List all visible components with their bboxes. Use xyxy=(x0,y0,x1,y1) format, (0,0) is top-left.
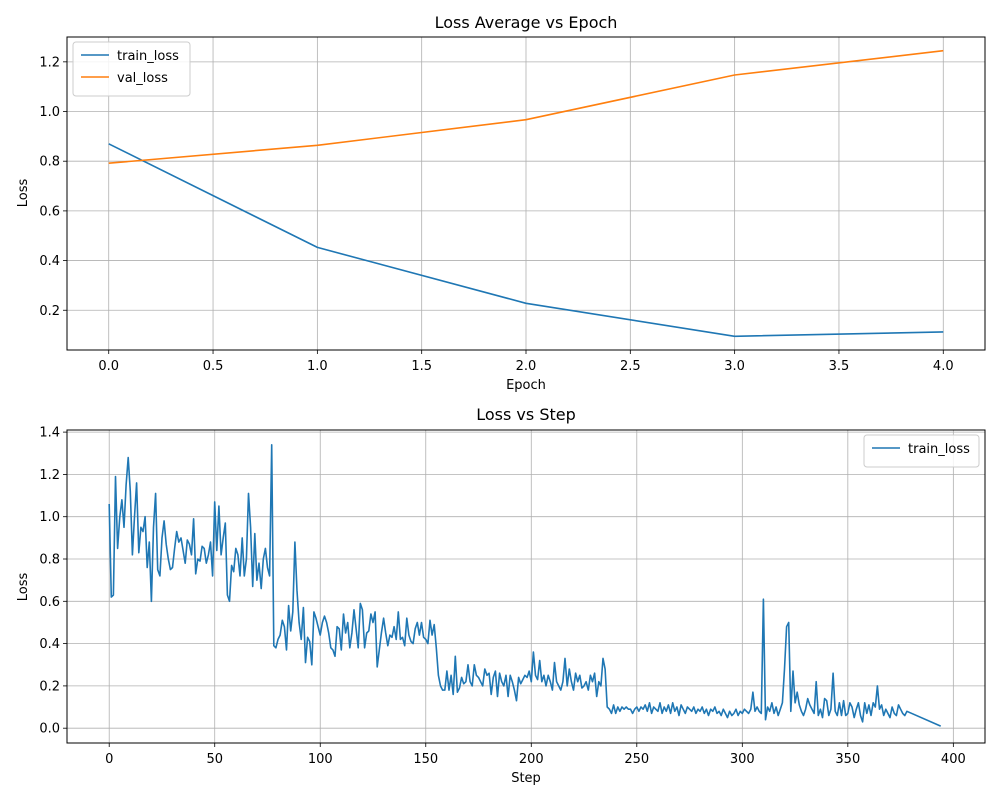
legend: train_loss xyxy=(863,434,980,468)
ticks: 0 50 100 150 200 250 300 350 400 0.0 0.2 0.4 0.6 0.8 1… xyxy=(39,426,965,767)
y-tick-label: 1.4 xyxy=(39,426,60,441)
series-line-val-loss xyxy=(108,49,944,164)
x-tick-label: 250 xyxy=(624,752,649,767)
legend: train_loss val_loss xyxy=(72,41,191,97)
x-tick-label: 100 xyxy=(308,752,333,767)
y-tick-label: 0.4 xyxy=(39,637,60,652)
legend-label: train_loss xyxy=(117,49,179,64)
legend-box xyxy=(863,434,980,468)
ticks: 0.0 0.5 1.0 1.5 2.0 2.5 3.0 3.5 4.0 0.2 0.4 0.6 0.8 1… xyxy=(39,55,953,374)
y-tick-label: 1.0 xyxy=(39,510,60,525)
x-tick-label: 1.0 xyxy=(307,359,328,374)
series-lines xyxy=(108,443,942,727)
y-tick-label: 1.2 xyxy=(39,468,60,483)
legend-label: train_loss xyxy=(908,442,970,457)
grid xyxy=(67,37,985,350)
y-tick-label: 0.0 xyxy=(39,722,60,737)
x-tick-label: 4.0 xyxy=(933,359,954,374)
x-tick-label: 0.5 xyxy=(203,359,224,374)
step-loss-chart: Loss vs Step 0 50 100 150 200 250 300 350 400 0.0… xyxy=(16,405,986,786)
chart-title: Loss Average vs Epoch xyxy=(435,13,618,32)
y-tick-label: 0.8 xyxy=(39,553,60,568)
y-tick-label: 0.2 xyxy=(39,679,60,694)
x-tick-label: 300 xyxy=(730,752,755,767)
x-axis-label: Epoch xyxy=(506,378,546,393)
x-tick-label: 50 xyxy=(206,752,223,767)
plot-frame xyxy=(66,429,986,744)
x-tick-label: 400 xyxy=(941,752,966,767)
x-tick-label: 3.0 xyxy=(724,359,745,374)
y-axis-label: Loss xyxy=(16,573,31,602)
y-tick-label: 0.2 xyxy=(39,304,60,319)
series-lines xyxy=(108,49,944,338)
y-tick-label: 1.0 xyxy=(39,105,60,120)
x-tick-label: 0 xyxy=(105,752,113,767)
y-tick-label: 0.8 xyxy=(39,155,60,170)
y-tick-label: 0.6 xyxy=(39,595,60,610)
x-tick-label: 1.5 xyxy=(411,359,432,374)
y-tick-label: 1.2 xyxy=(39,55,60,70)
x-tick-label: 2.0 xyxy=(516,359,537,374)
x-tick-label: 350 xyxy=(835,752,860,767)
y-axis-label: Loss xyxy=(16,179,31,208)
x-tick-label: 200 xyxy=(519,752,544,767)
x-axis-label: Step xyxy=(511,771,541,786)
series-line-train-loss xyxy=(108,143,944,338)
y-tick-label: 0.6 xyxy=(39,204,60,219)
x-tick-label: 150 xyxy=(413,752,438,767)
legend-label: val_loss xyxy=(117,71,168,86)
x-tick-label: 2.5 xyxy=(620,359,641,374)
x-tick-label: 3.5 xyxy=(829,359,850,374)
series-line-train-loss xyxy=(108,443,942,727)
epoch-loss-chart: Loss Average vs Epoch 0.0 0.5 1.0 1.5 2.0 2.5… xyxy=(16,13,986,393)
x-tick-label: 0.0 xyxy=(98,359,119,374)
chart-title: Loss vs Step xyxy=(476,405,576,424)
y-tick-label: 0.4 xyxy=(39,254,60,269)
